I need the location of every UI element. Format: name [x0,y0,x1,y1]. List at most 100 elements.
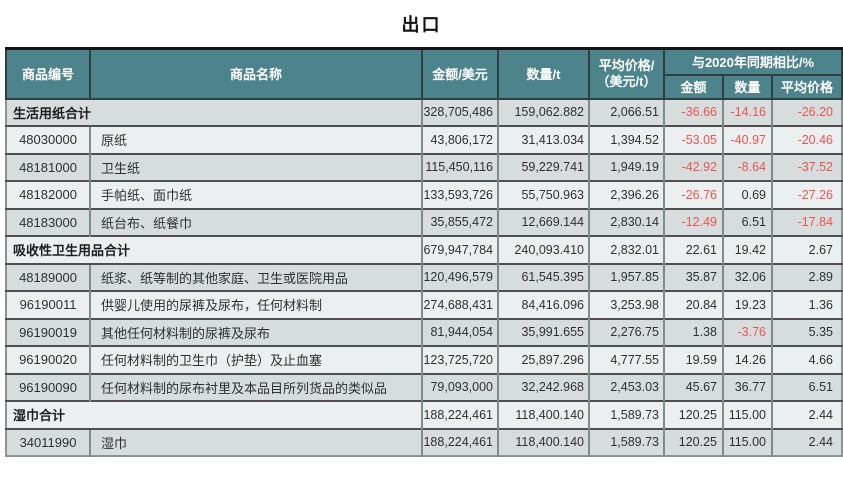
cell-product-code: 48189000 [6,262,90,291]
cell-yoy-quantity: 32.06 [722,262,772,291]
cell-yoy-avg-price: 5.35 [770,317,843,346]
cell-amount: 43,806,172 [421,125,498,154]
cell-yoy-amount: 1.38 [663,317,723,346]
cell-amount: 79,093,000 [421,372,498,401]
cell-yoy-quantity: 115.00 [722,400,772,429]
cell-yoy-avg-price: -27.26 [770,180,843,209]
cell-yoy-quantity: 19.23 [722,290,772,319]
cell-yoy-quantity: -40.97 [722,125,772,154]
cell-amount: 188,224,461 [421,400,498,429]
cell-quantity: 61,545.395 [497,262,589,291]
cell-product-name: 供婴儿使用的尿裤及尿布，任何材料制 [89,290,422,319]
cell-avg-price: 1,394.52 [588,125,664,154]
table-header-row-top: 商品编号 商品名称 金额/美元 数量/t 平均价格/ （美元/t） 与2020年… [5,47,843,100]
cell-product-code: 96190011 [6,290,90,319]
table-row: 生活用纸合计 328,705,486 159,062.882 2,066.51 -36.… [6,97,843,126]
cell-yoy-amount: 120.25 [663,427,723,456]
cell-product-code: 48030000 [6,125,90,154]
cell-quantity: 35,991.655 [497,317,589,346]
cell-yoy-amount: 120.25 [663,400,723,429]
table-body: 生活用纸合计 328,705,486 159,062.882 2,066.51 -36.… [6,97,843,456]
cell-amount: 120,496,579 [421,262,498,291]
cell-yoy-avg-price: -17.84 [770,207,843,236]
table-row: 34011990 湿巾 188,224,461 118,400.140 1,589.73… [6,427,843,456]
cell-yoy-avg-price: 2.44 [770,400,843,429]
cell-avg-price: 1,589.73 [588,427,664,456]
table-row: 48181000 卫生纸 115,450,116 59,229.741 1,949.19… [6,152,843,181]
cell-amount: 123,725,720 [421,345,498,374]
cell-product-name: 其他任何材料制的尿裤及尿布 [89,317,422,346]
cell-yoy-avg-price: 6.51 [770,372,843,401]
cell-yoy-quantity: 115.00 [722,427,772,456]
cell-yoy-avg-price: 1.36 [770,290,843,319]
cell-quantity: 55,750.963 [497,180,589,209]
table-row: 湿巾合计 188,224,461 118,400.140 1,589.73 120.25… [6,400,843,429]
cell-quantity: 59,229.741 [497,152,589,181]
cell-product-code: 48183000 [6,207,90,236]
header-amount-usd: 金额/美元 [421,47,499,100]
table-header-row-sub: 金额 数量 平均价格 [6,73,843,100]
cell-avg-price: 2,830.14 [588,207,664,236]
cell-product-code: 48181000 [6,152,90,181]
cell-avg-price: 2,276.75 [588,317,664,346]
cell-quantity: 240,093.410 [497,235,589,264]
table-row: 48189000 纸浆、纸等制的其他家庭、卫生或医院用品 120,496,579 61… [6,262,843,291]
cell-avg-price: 2,453.03 [588,372,664,401]
cell-yoy-amount: 20.84 [663,290,723,319]
cell-avg-price: 1,589.73 [588,400,664,429]
cell-yoy-avg-price: -37.52 [770,152,843,181]
header-avg-price: 平均价格/ （美元/t） [588,47,665,100]
cell-total-name: 生活用纸合计 [6,97,422,126]
cell-yoy-amount: 45.67 [663,372,723,401]
cell-yoy-avg-price: 2.44 [770,427,843,456]
cell-product-name: 任何材料制的尿布衬里及本品目所列货品的类似品 [89,372,422,401]
cell-amount: 679,947,784 [421,235,498,264]
cell-quantity: 118,400.140 [497,400,589,429]
cell-yoy-amount: -42.92 [663,152,723,181]
cell-yoy-quantity: 19.42 [722,235,772,264]
cell-yoy-amount: -26.76 [663,180,723,209]
cell-quantity: 32,242.968 [497,372,589,401]
cell-quantity: 84,416.096 [497,290,589,319]
cell-yoy-quantity: 0.69 [722,180,772,209]
cell-avg-price: 2,066.51 [588,97,664,126]
cell-avg-price: 1,957.85 [588,262,664,291]
cell-total-name: 吸收性卫生用品合计 [6,235,422,264]
cell-product-code: 96190020 [6,345,90,374]
cell-yoy-avg-price: 2.67 [770,235,843,264]
cell-product-name: 原纸 [89,125,422,154]
cell-yoy-amount: 35.87 [663,262,723,291]
cell-quantity: 159,062.882 [497,97,589,126]
cell-product-name: 卫生纸 [89,152,422,181]
cell-yoy-avg-price: -20.46 [770,125,843,154]
cell-product-name: 纸台布、纸餐巾 [89,207,422,236]
cell-yoy-quantity: 36.77 [722,372,772,401]
header-product-name: 商品名称 [89,47,423,100]
cell-amount: 328,705,486 [421,97,498,126]
cell-yoy-quantity: -14.16 [722,97,772,126]
table-row: 吸收性卫生用品合计 679,947,784 240,093.410 2,832.01 2… [6,235,843,264]
cell-yoy-quantity: 6.51 [722,207,772,236]
table-row: 48030000 原纸 43,806,172 31,413.034 1,394.52 -5… [6,125,843,154]
cell-yoy-amount: 22.61 [663,235,723,264]
cell-amount: 35,855,472 [421,207,498,236]
cell-quantity: 12,669.144 [497,207,589,236]
cell-yoy-amount: 19.59 [663,345,723,374]
header-yoy-amount: 金额 [663,73,724,100]
cell-yoy-avg-price: -26.20 [770,97,843,126]
table-row: 96190090 任何材料制的尿布衬里及本品目所列货品的类似品 79,093,000… [6,372,843,401]
cell-quantity: 118,400.140 [497,427,589,456]
cell-product-name: 湿巾 [89,427,422,456]
table-header: 商品编号 商品名称 金额/美元 数量/t 平均价格/ （美元/t） 与2020年… [5,47,843,100]
cell-yoy-quantity: -3.76 [722,317,772,346]
cell-yoy-avg-price: 2.89 [770,262,843,291]
table-row: 48183000 纸台布、纸餐巾 35,855,472 12,669.144 2,830… [6,207,843,236]
cell-amount: 274,688,431 [421,290,498,319]
cell-avg-price: 4,777.55 [588,345,664,374]
cell-product-name: 手帕纸、面巾纸 [89,180,422,209]
cell-avg-price: 2,396.26 [588,180,664,209]
header-yoy-quantity: 数量 [722,73,773,100]
cell-total-name: 湿巾合计 [6,400,422,429]
cell-avg-price: 2,832.01 [588,235,664,264]
cell-yoy-avg-price: 4.66 [770,345,843,374]
